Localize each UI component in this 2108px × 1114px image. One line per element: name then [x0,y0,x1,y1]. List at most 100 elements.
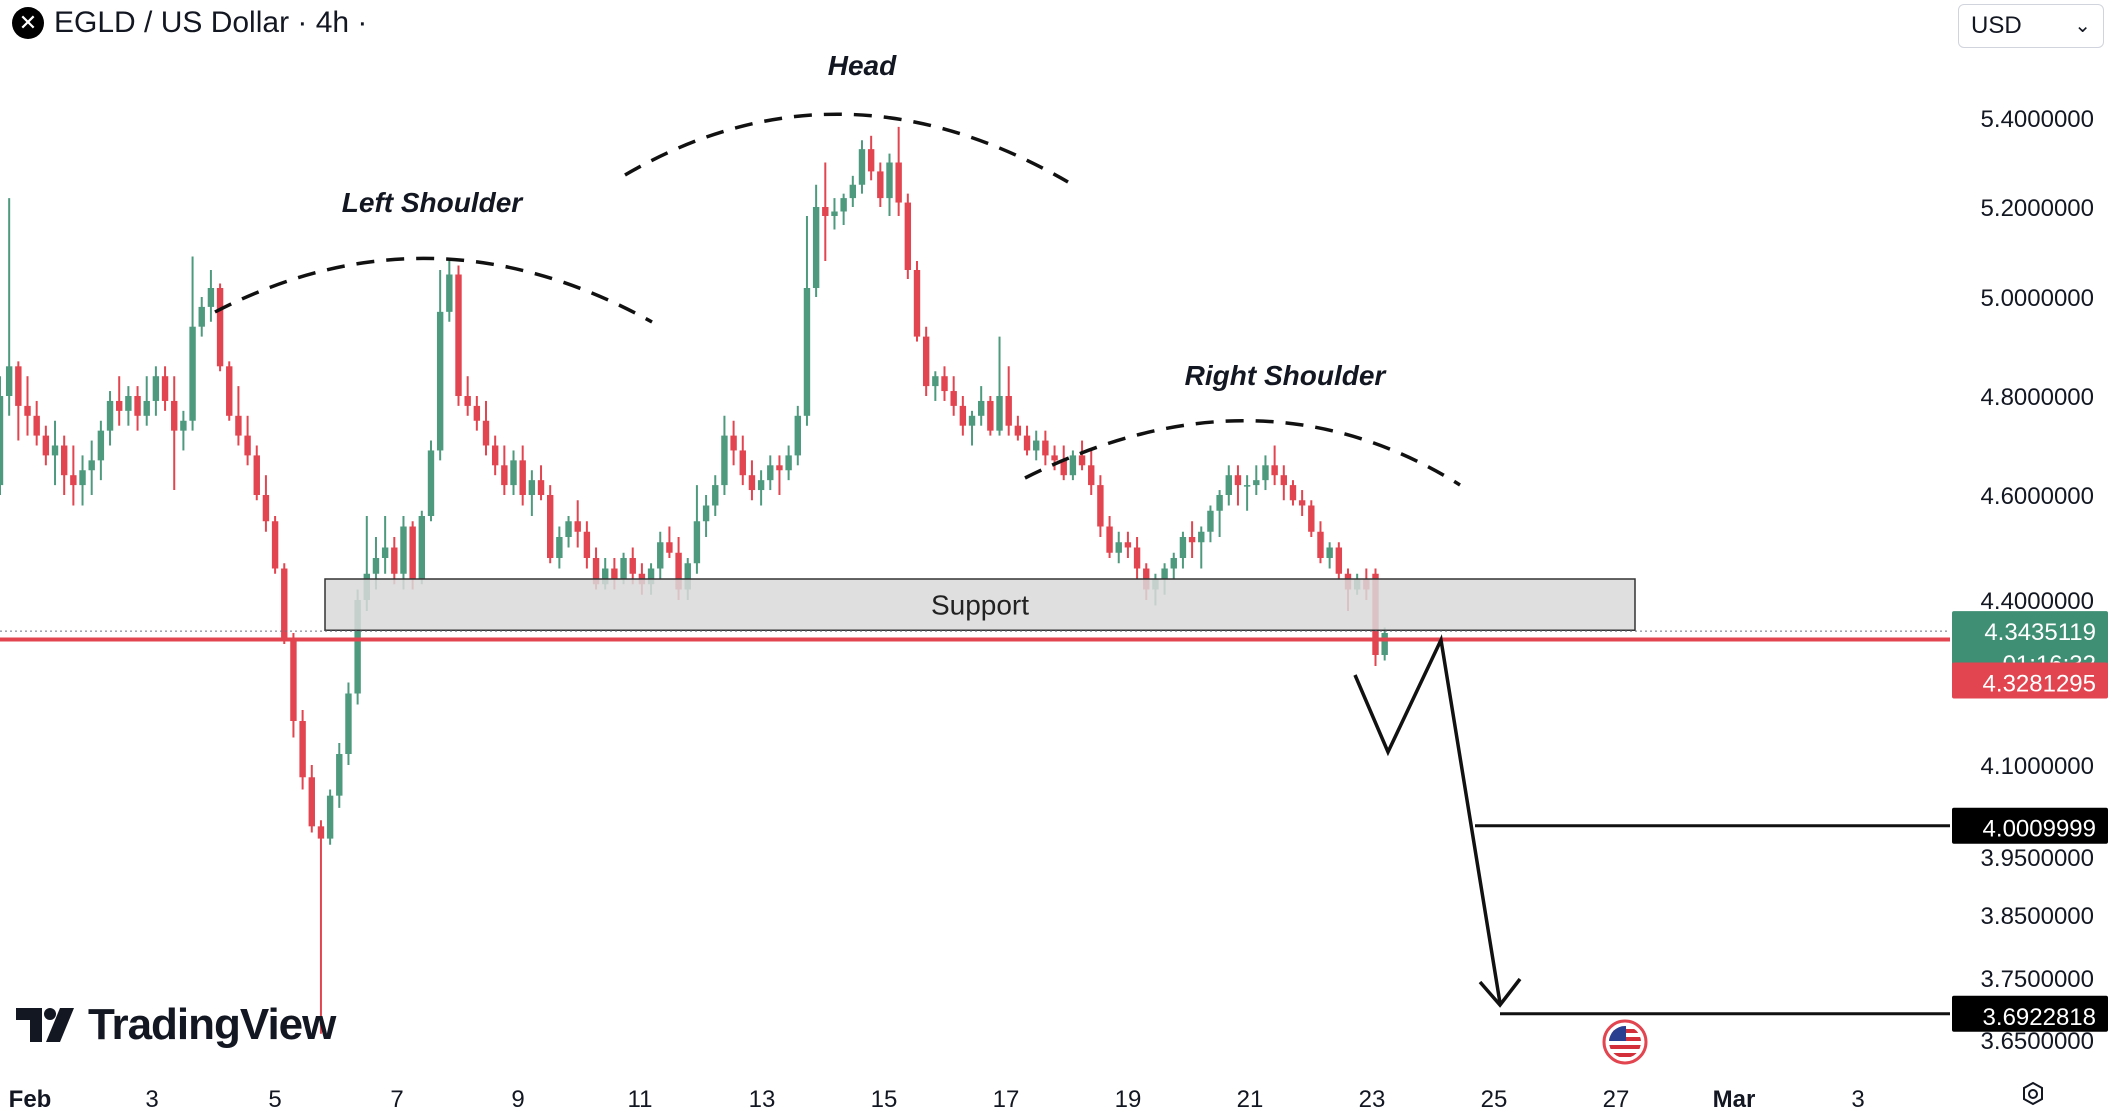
candle-body [491,445,499,466]
left-shoulder-arc [214,256,653,324]
candle-body [171,400,178,431]
settings-gear-icon[interactable] [2018,1080,2048,1110]
candle [1225,465,1232,506]
candle-body [180,420,187,431]
candle-body [1051,455,1058,461]
candle [1014,415,1022,441]
candle [1033,430,1040,461]
candle [235,386,242,446]
candle-body [1280,475,1287,486]
candle-body [684,563,691,590]
time-tick-label: 13 [749,1086,776,1113]
candle [1069,450,1077,481]
candle [858,140,866,194]
candle-body [519,460,526,495]
candle-body [629,558,636,574]
candle [739,435,746,486]
candle [1133,537,1141,579]
candle-body [1097,485,1104,527]
candle-body [418,516,426,579]
candle [253,445,260,501]
candle [427,440,435,522]
candle [1097,475,1104,537]
candle [482,400,490,456]
candle [528,470,536,516]
us-flag-icon[interactable] [1602,1019,1648,1065]
candle-body [1124,542,1132,548]
candle-body [501,465,508,486]
candle-body [207,288,215,307]
candle-body [244,435,251,456]
symbol-header[interactable]: ✕ EGLD / US Dollar · 4h · [12,6,367,40]
egld-logo-icon: ✕ [12,7,44,39]
candle-body [592,558,600,585]
candle-body [730,435,737,451]
right-shoulder-arc [1024,419,1461,487]
candle [152,366,160,416]
candle-body [317,826,325,839]
candle [116,376,123,426]
candle-body [1326,547,1333,558]
candle-body [996,396,1003,431]
candle [886,153,893,216]
candle-body [482,420,490,446]
candle [730,420,737,466]
candle [1051,445,1058,471]
candle [803,216,811,426]
candle [1023,425,1031,456]
currency-select[interactable]: USD ⌄ [1958,4,2104,48]
candle [1326,542,1333,569]
support-zone[interactable] [324,578,1636,631]
candle-body [812,207,820,288]
chevron-down-icon: ⌄ [2074,15,2091,37]
head-label: Head [828,50,897,81]
candle [987,396,994,436]
candle [812,184,820,297]
candle-body [464,396,471,406]
candle-body [455,274,462,396]
candle-body [757,480,765,491]
candle-body [1106,526,1113,553]
projection-line [1353,634,1502,1004]
candle-body [1289,485,1297,501]
candle [198,297,205,337]
candle [574,500,581,548]
candle-body [528,480,536,495]
candle-body [1335,547,1343,574]
candle [455,265,462,406]
candle [464,376,471,416]
candle [510,450,517,495]
time-tick-label: Mar [1713,1086,1756,1113]
candle-body [913,270,921,337]
candle-body [1216,495,1223,511]
candle [556,526,563,569]
candle-body [161,376,169,401]
candle [1115,531,1122,564]
candle-body [1243,485,1251,487]
candle [1289,480,1297,506]
candle-body [189,326,196,421]
candle-body [867,149,875,172]
price-tick-label: 3.8500000 [1981,903,2094,930]
candle-body [24,405,31,416]
candle [1335,542,1343,579]
candle [1207,505,1214,543]
candle-body [1188,537,1196,543]
candle-body [693,521,701,564]
candle [959,396,967,436]
candle [702,495,710,537]
candle-body [877,171,884,199]
candle-body [666,542,673,553]
price-tick-label: 5.4000000 [1981,106,2094,133]
candle-body [510,460,517,486]
arrow-head-icon [1478,977,1522,1008]
candle [776,455,783,495]
candle-body [473,405,481,421]
candle-body [1060,460,1067,476]
candle [794,405,801,466]
candle-body [326,795,334,839]
candle [1088,450,1095,495]
candle [1060,445,1067,481]
candle [996,336,1003,436]
